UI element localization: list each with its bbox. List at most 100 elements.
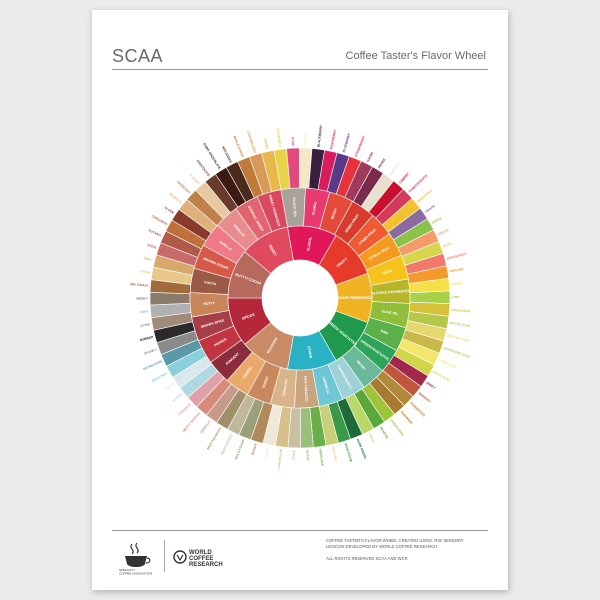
flavor-wheel: CHAMOMILE ROSE JASMINE BLACKBERRY RASPBERRY B… xyxy=(130,98,470,478)
inner-label-fruity: FRUITY xyxy=(336,257,349,269)
outer-label-beany: BEANY xyxy=(305,450,310,462)
inner-label-spices: SPICES xyxy=(241,312,255,320)
footer-divider xyxy=(112,530,488,531)
wheel-center xyxy=(262,260,338,336)
outer-label-woody: WOODY xyxy=(251,442,259,456)
inner-label-sour-fermented: SOUR/ FERMENTED xyxy=(338,296,373,300)
outer-label-under-ripe: UNDER-RIPE xyxy=(389,418,404,436)
outer-label-grapefruit: GRAPEFRUIT xyxy=(446,252,467,261)
scaa-logo-text-1: SPECIALTY xyxy=(119,568,135,572)
middle-label-sour: SOUR xyxy=(382,269,393,276)
outer-segment-smoky xyxy=(149,292,191,306)
inner-label-floral: FLORAL xyxy=(306,236,313,252)
scaa-logo: SPECIALTY COFFEE ASSOCIATION xyxy=(119,542,152,576)
outer-label-salty: SALTY xyxy=(165,381,176,391)
middle-label-cereal: CEREAL xyxy=(242,366,253,380)
outer-label-jasmine: JASMINE xyxy=(304,132,309,146)
outer-label-hazelnut: HAZELNUT xyxy=(176,180,191,195)
outer-label-caramelized: CARAMELIZED xyxy=(246,130,257,154)
outer-label-stale: STALE xyxy=(292,450,296,460)
outer-label-acetic-acid: ACETIC ACID xyxy=(450,321,470,328)
middle-label-beany: BEANY xyxy=(356,360,367,372)
footer-line-4: ALL RIGHTS RESERVED SCAA AND WCR xyxy=(326,556,408,561)
wcr-logo-text-2: COFFEE xyxy=(189,556,213,562)
outer-label-raisin: RAISIN xyxy=(366,151,375,163)
outer-label-skunky: SKUNKY xyxy=(144,347,159,356)
outer-label-citric-acid: CITRIC ACID xyxy=(438,358,458,370)
outer-label-hay-like: HAY-LIKE xyxy=(331,446,338,461)
outer-label-overripe: OVERRIPE xyxy=(400,410,414,425)
logo-divider xyxy=(164,540,165,572)
outer-label-smoky: SMOKY xyxy=(136,297,149,301)
outer-label-malt: MALT xyxy=(144,256,153,262)
middle-label-burnt: BURNT xyxy=(262,375,271,388)
outer-label-peanuts: PEANUTS xyxy=(168,192,182,205)
outer-label-papery: PAPERY xyxy=(264,445,271,459)
outer-label-molasses: MOLASSES xyxy=(221,146,233,164)
outer-label-lime: LIME xyxy=(452,295,460,299)
outer-label-cardboard: CARDBOARD xyxy=(277,448,284,470)
outer-label-acrid: ACRID xyxy=(140,322,151,328)
outer-label-blackberry: BLACKBERRY xyxy=(316,124,323,147)
outer-label-chamomile: CHAMOMILE xyxy=(276,128,283,148)
outer-label-whiskey: WHISKEY xyxy=(418,391,433,404)
inner-label-sweet: SWEET xyxy=(268,244,278,258)
middle-label-alcohol-fermented: ALCOHOL/FERMENTED xyxy=(371,289,411,295)
outer-label-honey: HONEY xyxy=(263,138,270,151)
outer-label-ashy: ASHY xyxy=(140,309,150,314)
middle-label-vanilla: VANILLA xyxy=(218,240,233,252)
outer-label-orange: ORANGE xyxy=(449,267,463,273)
outer-segment-lime xyxy=(409,290,451,304)
scaa-logo-text-2: COFFEE ASSOCIATION xyxy=(119,572,152,576)
middle-label-berry: BERRY xyxy=(330,207,338,220)
outer-label-animalic: ANIMALIC xyxy=(199,419,212,434)
outer-label-petroleum: PETROLEUM xyxy=(143,359,163,371)
outer-label-musty-earthy: MUSTY/EARTHY xyxy=(206,426,223,450)
outer-label-fermented: FERMENTED xyxy=(409,401,427,418)
outer-label-prune: PRUNE xyxy=(377,158,386,170)
outer-label-chocolate: CHOCOLATE xyxy=(196,159,211,177)
outer-label-strawberry: STRAWBERRY xyxy=(354,134,366,157)
inner-label-other: OTHER xyxy=(307,346,313,359)
outer-label-lemon: LEMON xyxy=(451,281,464,286)
outer-label-medicinal: MEDICINAL xyxy=(151,371,168,383)
outer-label-pear: PEAR xyxy=(442,241,452,248)
outer-label-coconut: COCONUT xyxy=(388,161,401,176)
header-divider xyxy=(112,69,488,70)
world-coffee-research-logo: WORLD COFFEE RESEARCH xyxy=(173,550,223,568)
outer-label-maple-syrup: MAPLE SYRUP xyxy=(232,135,245,159)
outer-label-anise: ANISE xyxy=(147,243,158,250)
poster: SCAA Coffee Taster's Flavor Wheel CHAMOM… xyxy=(92,10,508,590)
outer-label-winey: WINEY xyxy=(425,381,437,391)
outer-label-almond: ALMOND xyxy=(188,172,201,186)
middle-label-floral: FLORAL xyxy=(311,201,317,215)
outer-label-sour-aromatics: SOUR AROMATICS xyxy=(451,308,470,314)
middle-label-cocoa: COCOA xyxy=(204,280,218,286)
outer-label-raspberry: RASPBERRY xyxy=(329,128,337,149)
outer-label-cherry: CHERRY xyxy=(398,171,410,184)
outer-label-isovaleric-acid: ISOVALERIC ACID xyxy=(443,346,470,359)
wcr-logo-text-1: WORLD xyxy=(189,550,212,556)
middle-label-brown-spice: BROWN SPICE xyxy=(200,318,225,329)
footer-line-1: COFFEE TASTER'S FLAVOR WHEEL CREATED USI… xyxy=(326,538,464,543)
outer-label-phenolic: PHENOLIC xyxy=(177,402,192,417)
middle-label-black-tea: BLACK TEA xyxy=(292,197,297,217)
outer-label-rubber: RUBBER xyxy=(139,335,154,343)
outer-label-peach: PEACH xyxy=(437,228,449,237)
outer-label-meaty-brothy: MEATY BROTHY xyxy=(182,411,202,433)
middle-label-chemical: CHEMICAL xyxy=(321,376,330,394)
outer-label-rose: ROSE xyxy=(291,137,295,146)
middle-label-raw: RAW xyxy=(380,329,390,336)
outer-label-moldy-damp: MOLDY/DAMP xyxy=(234,438,246,461)
outer-label-grape: GRAPE xyxy=(424,204,436,214)
outer-label-nutmeg: NUTMEG xyxy=(148,228,163,237)
middle-label-nutty: NUTTY xyxy=(203,301,215,306)
wcr-logo-text-3: RESEARCH xyxy=(189,562,223,568)
outer-label-herb-like: HERB-LIKE xyxy=(318,448,324,466)
outer-label-butyric-acid: BUTYRIC ACID xyxy=(447,334,470,344)
footer-credits: COFFEE TASTER'S FLAVOR WHEEL CREATED USI… xyxy=(326,538,486,562)
outer-label-malic-acid: MALIC ACID xyxy=(432,370,451,383)
outer-label-brown-roast: BROWN, ROAST xyxy=(130,282,149,288)
outer-label-dark-green: DARK GREEN xyxy=(356,438,368,460)
outer-label-blueberry: BLUEBERRY xyxy=(342,132,352,153)
